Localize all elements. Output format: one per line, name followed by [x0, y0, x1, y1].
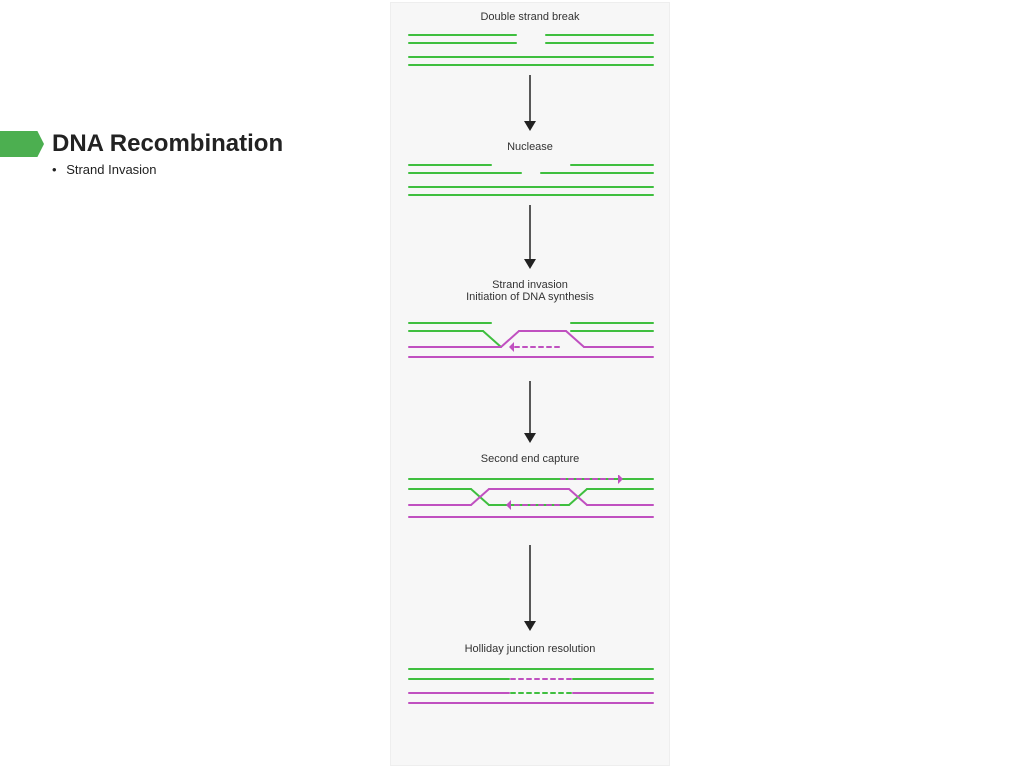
slide-header: DNA Recombination • Strand Invasion	[0, 130, 283, 177]
stage-label: Nuclease	[391, 141, 669, 153]
bullet-icon: •	[52, 162, 57, 177]
stage-label: Strand invasionInitiation of DNA synthes…	[391, 279, 669, 303]
recombination-diagram: Double strand break Nuclease Strand invasi…	[390, 2, 670, 766]
arrow-wrap	[520, 379, 540, 445]
slide-title: DNA Recombination	[52, 130, 283, 158]
slide-subtitle: • Strand Invasion	[52, 162, 157, 177]
stage-label: Double strand break	[391, 11, 669, 23]
down-arrow-icon	[520, 203, 540, 271]
down-arrow-icon	[520, 73, 540, 133]
down-arrow-icon	[520, 379, 540, 445]
arrow-wrap	[520, 73, 540, 133]
accent-arrow-icon	[0, 131, 44, 157]
dna-strands-stage-2	[391, 319, 671, 369]
stage-label: Second end capture	[391, 453, 669, 465]
dna-strands-stage-4	[391, 665, 671, 715]
stage-label: Holliday junction resolution	[391, 643, 669, 655]
down-arrow-icon	[520, 543, 540, 633]
dna-strands-stage-3	[391, 475, 671, 525]
header-row: DNA Recombination	[0, 130, 283, 158]
subtitle-text: Strand Invasion	[66, 162, 156, 177]
arrow-wrap	[520, 543, 540, 633]
arrow-wrap	[520, 203, 540, 271]
